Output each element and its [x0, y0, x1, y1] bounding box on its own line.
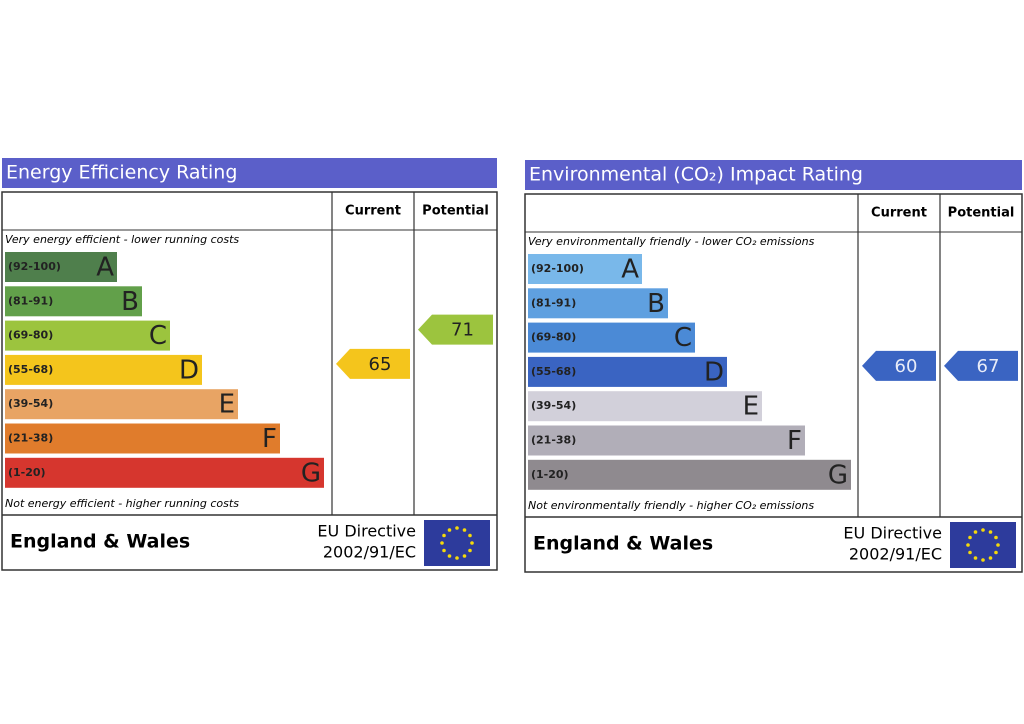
eu-star — [988, 530, 993, 534]
panel-frame — [524, 193, 1023, 573]
rating-band — [528, 322, 695, 353]
eu-star — [981, 528, 985, 532]
rating-panel: Environmental (CO₂) Impact Rating Current… — [524, 160, 1023, 573]
rating-band — [528, 356, 727, 387]
eu-star — [996, 543, 1000, 547]
directive-code: 2002/91/EC — [323, 543, 416, 562]
panel-title: Energy Efficiency Rating — [6, 162, 237, 184]
eu-star — [973, 556, 978, 560]
rating-arrow — [862, 350, 936, 381]
eu-star — [468, 533, 472, 538]
band-letter: F — [787, 426, 802, 456]
eu-star — [455, 556, 459, 560]
band-letter: C — [149, 321, 167, 351]
column-header: Potential — [948, 206, 1015, 221]
region: England & Wales — [533, 533, 713, 555]
band-range: (39-54) — [8, 397, 53, 410]
top-note: Very environmentally friendly - lower CO… — [528, 235, 815, 248]
rating-value: 71 — [451, 320, 474, 341]
band-range: (69-80) — [531, 331, 576, 344]
band-range: (69-80) — [8, 329, 53, 342]
band-range: (21-38) — [531, 434, 576, 447]
eu-star — [994, 535, 998, 540]
rating-band — [5, 320, 170, 351]
band-range: (1-20) — [8, 466, 46, 479]
band-letter: A — [621, 255, 639, 285]
panel-frame — [1, 191, 498, 571]
band-range: (92-100) — [8, 260, 61, 273]
directive-code: 2002/91/EC — [849, 545, 942, 564]
eu-star — [462, 528, 467, 532]
eu-star — [447, 554, 452, 558]
eu-star — [442, 548, 446, 553]
rating-band — [528, 254, 642, 284]
rating-band — [5, 423, 280, 454]
rating-band — [5, 286, 142, 317]
eu-star — [447, 528, 452, 532]
band-letter: C — [674, 323, 692, 353]
band-letter: A — [96, 253, 114, 283]
rating-value: 60 — [895, 356, 918, 377]
panel-title: Environmental (CO₂) Impact Rating — [529, 164, 863, 186]
eu-star — [442, 533, 446, 538]
rating-arrow — [336, 348, 410, 379]
band-range: (55-68) — [531, 365, 576, 378]
rating-arrow — [418, 314, 493, 345]
rating-band — [528, 288, 668, 319]
eu-star — [468, 548, 472, 553]
band-range: (55-68) — [8, 363, 53, 376]
directive: EU Directive — [317, 522, 416, 541]
directive: EU Directive — [843, 524, 942, 543]
eu-star — [455, 526, 459, 530]
band-letter: B — [647, 289, 665, 319]
band-range: (92-100) — [531, 262, 584, 275]
title-bar — [2, 158, 497, 188]
band-range: (81-91) — [531, 296, 576, 309]
band-letter: D — [179, 355, 199, 385]
band-letter: D — [704, 357, 724, 387]
band-range: (39-54) — [531, 399, 576, 412]
rating-band — [528, 459, 851, 490]
band-range: (81-91) — [8, 294, 53, 307]
column-header: Potential — [422, 204, 489, 219]
title-bar — [525, 160, 1022, 190]
eu-star — [966, 543, 970, 547]
band-letter: B — [121, 287, 139, 317]
bottom-note: Not environmentally friendly - higher CO… — [528, 499, 814, 512]
rating-value: 67 — [977, 356, 1000, 377]
rating-band — [5, 389, 238, 420]
band-letter: F — [262, 424, 277, 454]
eu-star — [440, 541, 444, 545]
band-letter: G — [301, 458, 321, 488]
eu-star — [994, 550, 998, 555]
bottom-note: Not energy efficient - higher running co… — [5, 497, 239, 510]
column-header: Current — [345, 204, 401, 219]
rating-arrow — [944, 350, 1018, 381]
rating-band — [528, 391, 762, 422]
band-letter: E — [219, 390, 235, 420]
eu-star — [470, 541, 474, 545]
column-header: Current — [871, 206, 927, 221]
rating-band — [5, 457, 324, 488]
top-note: Very energy efficient - lower running co… — [5, 233, 239, 246]
rating-band — [5, 354, 202, 385]
band-range: (1-20) — [531, 468, 569, 481]
eu-star — [988, 556, 993, 560]
rating-value: 65 — [369, 354, 392, 375]
region: England & Wales — [10, 531, 190, 553]
eu-star — [968, 550, 972, 555]
eu-star — [981, 558, 985, 562]
eu-star — [973, 530, 978, 534]
band-range: (21-38) — [8, 432, 53, 445]
rating-panel: Energy Efficiency Rating Current Potential… — [1, 158, 498, 571]
eu-star — [968, 535, 972, 540]
rating-band — [528, 425, 805, 456]
rating-band — [5, 252, 117, 282]
band-letter: G — [828, 460, 848, 490]
band-letter: E — [743, 392, 759, 422]
eu-star — [462, 554, 467, 558]
